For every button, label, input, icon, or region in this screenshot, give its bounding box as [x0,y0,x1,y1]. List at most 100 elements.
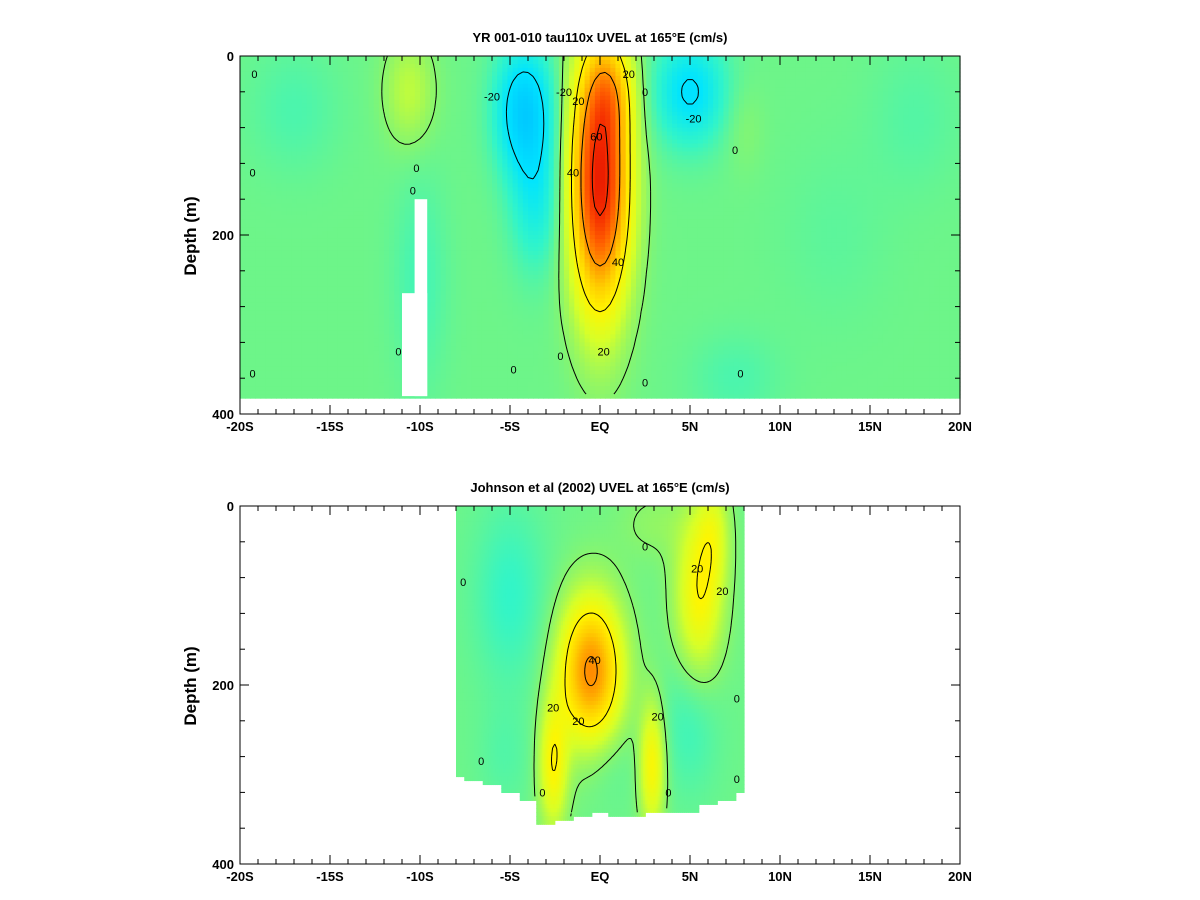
heatmap-cell [852,151,858,157]
heatmap-cell [538,191,545,196]
heatmap-cell [492,56,498,61]
heatmap-cell [790,183,797,188]
heatmap-cell [301,83,308,89]
heatmap-cell [785,159,791,164]
heatmap-cell [522,167,529,172]
heatmap-cell [533,87,539,93]
heatmap-cell [265,163,272,168]
heatmap-cell [497,167,503,172]
heatmap-cell [795,59,802,65]
heatmap-cell [430,71,437,77]
heatmap-cell [790,139,797,145]
heatmap-cell [949,143,956,149]
heatmap-cell [322,179,329,184]
heatmap-cell [908,191,915,196]
heatmap-cell [342,143,349,149]
heatmap-cell [409,79,416,85]
heatmap-cell [939,191,946,196]
heatmap-cell [502,143,509,149]
heatmap-cell [548,147,555,153]
heatmap-cell [507,163,514,168]
heatmap-cell [306,56,313,61]
heatmap-cell [903,87,910,93]
heatmap-cell [733,123,740,129]
heatmap-cell [286,179,293,184]
heatmap-cell [584,111,591,117]
heatmap-cell [384,75,390,81]
heatmap-cell [512,167,519,172]
heatmap-cell [903,75,910,81]
heatmap-cell [394,67,401,73]
heatmap-cell [276,195,282,200]
heatmap-cell [420,99,426,105]
heatmap-cell [733,119,740,125]
heatmap-cell [759,123,766,129]
heatmap-cell [625,111,632,117]
heatmap-cell [646,175,653,180]
heatmap-cell [754,111,761,117]
heatmap-cell [682,183,689,188]
heatmap-cell [831,75,838,81]
heatmap-cell [908,119,915,125]
heatmap-cell [888,107,894,113]
heatmap-cell [769,191,776,196]
heatmap-cell [358,179,365,184]
heatmap-cell [677,191,683,196]
heatmap-cell [353,179,359,184]
heatmap-cell [270,63,277,69]
heatmap-cell [260,135,267,141]
heatmap-cell [512,59,519,65]
heatmap-cell [600,135,606,141]
heatmap-cell [373,56,380,61]
heatmap-cell [332,111,339,117]
heatmap-cell [846,79,853,85]
heatmap-cell [656,83,663,89]
heatmap-cell [646,195,653,200]
heatmap-cell [800,123,807,129]
heatmap-cell [378,143,385,149]
heatmap-cell [692,183,699,188]
heatmap-cell [800,63,807,69]
heatmap-cell [677,91,683,97]
heatmap-cell [378,59,385,65]
heatmap-cell [430,171,437,176]
heatmap-cell [312,183,318,188]
heatmap-cell [754,159,761,164]
heatmap-cell [641,79,647,85]
heatmap-cell [553,155,560,161]
heatmap-cell [672,127,678,133]
heatmap-cell [780,183,786,188]
heatmap-cell [456,155,462,161]
heatmap-cell [893,95,899,101]
heatmap-cell [569,179,575,184]
heatmap-cell [877,167,884,172]
heatmap-cell [687,95,694,101]
heatmap-cell [528,163,534,168]
heatmap-cell [744,59,750,65]
heatmap-cell [666,183,673,188]
heatmap-cell [286,183,293,188]
heatmap-cell [394,191,401,196]
heatmap-cell [353,155,359,161]
heatmap-cell [841,67,848,73]
heatmap-cell [260,179,267,184]
heatmap-cell [913,59,920,65]
heatmap-cell [445,135,452,141]
heatmap-cell [600,183,606,188]
heatmap-cell [445,99,452,105]
heatmap-cell [594,83,601,89]
heatmap-cell [322,95,329,101]
heatmap-cell [528,123,534,129]
heatmap-cell [394,179,401,184]
heatmap-cell [728,79,735,85]
heatmap-cell [687,75,694,81]
heatmap-cell [718,119,725,125]
heatmap-cell [497,75,503,81]
heatmap-cell [348,127,354,133]
heatmap-cell [908,127,915,133]
heatmap-cell [394,79,401,85]
heatmap-cell [646,56,653,61]
heatmap-cell [744,63,750,69]
heatmap-cell [502,56,509,61]
heatmap-cell [754,99,761,105]
